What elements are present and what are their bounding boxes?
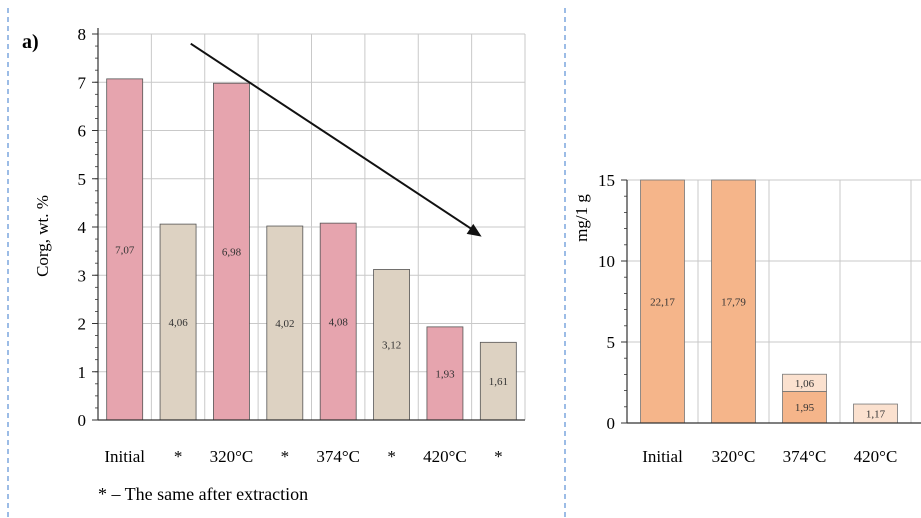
data-label: 6,98 bbox=[222, 247, 242, 259]
data-label: 7,07 bbox=[115, 244, 135, 256]
axes bbox=[92, 28, 525, 421]
x-tick-label: 320°C bbox=[712, 447, 756, 466]
x-tick-label: * bbox=[174, 447, 183, 466]
bars-b bbox=[640, 179, 898, 424]
data-label: 1,61 bbox=[489, 376, 508, 388]
arrow-head bbox=[466, 223, 482, 237]
axes-b bbox=[621, 179, 921, 424]
x-tick-labels: Initial * 320°C * 374°C * 420°C * bbox=[104, 447, 502, 466]
x-tick-label: 374°C bbox=[783, 447, 827, 466]
data-label: 1,95 bbox=[795, 402, 815, 414]
y-tick-label: 10 bbox=[598, 252, 615, 271]
arrow-line bbox=[190, 42, 474, 231]
bar bbox=[266, 225, 304, 421]
data-label: 1,06 bbox=[795, 378, 815, 390]
x-tick-label: 320°C bbox=[210, 447, 254, 466]
x-tick-label: * bbox=[281, 447, 290, 466]
y-tick-label: 15 bbox=[598, 171, 615, 190]
x-tick-label: Initial bbox=[104, 447, 145, 466]
bar bbox=[159, 223, 197, 421]
bar bbox=[426, 326, 464, 421]
bar bbox=[373, 269, 410, 421]
x-tick-label: 420°C bbox=[854, 447, 898, 466]
x-tick-label: 374°C bbox=[316, 447, 360, 466]
trend-arrow bbox=[190, 42, 482, 237]
x-tick-label: * bbox=[494, 447, 503, 466]
y-tick-label: 1 bbox=[78, 363, 87, 382]
y-tick-labels: 0 1 2 3 4 5 6 7 8 bbox=[78, 25, 87, 430]
y-tick-label: 6 bbox=[78, 122, 87, 141]
bar bbox=[479, 341, 517, 421]
bar bbox=[319, 222, 357, 421]
x-tick-label: * bbox=[387, 447, 396, 466]
y-axis-title: Corg, wt. % bbox=[33, 195, 52, 277]
y-tick-label: 5 bbox=[78, 170, 87, 189]
y-tick-label: 8 bbox=[78, 25, 87, 44]
data-labels: 7,07 4,06 6,98 4,02 4,08 3,12 1,93 1,61 bbox=[115, 244, 508, 388]
bar-segment bbox=[782, 373, 827, 392]
bar-segment bbox=[782, 391, 827, 424]
chart-a: a) Corg, wt. % 0 1 2 3 4 5 6 7 8 Initial * 320°C * 3… bbox=[22, 25, 526, 504]
bar bbox=[106, 78, 144, 421]
chart-b: mg/1 g 0 5 10 15 Initial 320°C 374°C 420°C 22,… bbox=[572, 171, 921, 466]
panel-label: a) bbox=[22, 31, 39, 53]
data-label: 17,79 bbox=[721, 297, 746, 309]
x-tick-labels-b: Initial 320°C 374°C 420°C bbox=[642, 447, 897, 466]
data-label: 4,06 bbox=[168, 317, 188, 329]
y-tick-label: 4 bbox=[78, 218, 87, 237]
data-label: 1,17 bbox=[866, 409, 886, 421]
bar-segment bbox=[711, 179, 756, 424]
data-labels-b: 22,17 17,79 1,95 1,06 1,17 bbox=[650, 297, 886, 421]
y-tick-label: 3 bbox=[78, 266, 87, 285]
y-tick-label: 2 bbox=[78, 315, 87, 334]
data-label: 4,02 bbox=[275, 318, 294, 330]
y-tick-label: 0 bbox=[78, 411, 87, 430]
bar bbox=[213, 82, 250, 421]
x-tick-label: 420°C bbox=[423, 447, 467, 466]
data-label: 3,12 bbox=[382, 340, 401, 352]
bars bbox=[106, 78, 517, 421]
y-tick-label: 7 bbox=[78, 73, 87, 92]
y-tick-label: 5 bbox=[607, 333, 616, 352]
y-tick-label: 0 bbox=[607, 414, 616, 433]
y-axis-title-b: mg/1 g bbox=[572, 194, 591, 242]
data-label: 22,17 bbox=[650, 297, 675, 309]
data-label: 1,93 bbox=[435, 368, 455, 380]
y-tick-labels-b: 0 5 10 15 bbox=[598, 171, 615, 433]
x-tick-label: Initial bbox=[642, 447, 683, 466]
footnote: * – The same after extraction bbox=[98, 484, 308, 504]
bar-segment bbox=[640, 179, 685, 424]
data-label: 4,08 bbox=[329, 317, 349, 329]
